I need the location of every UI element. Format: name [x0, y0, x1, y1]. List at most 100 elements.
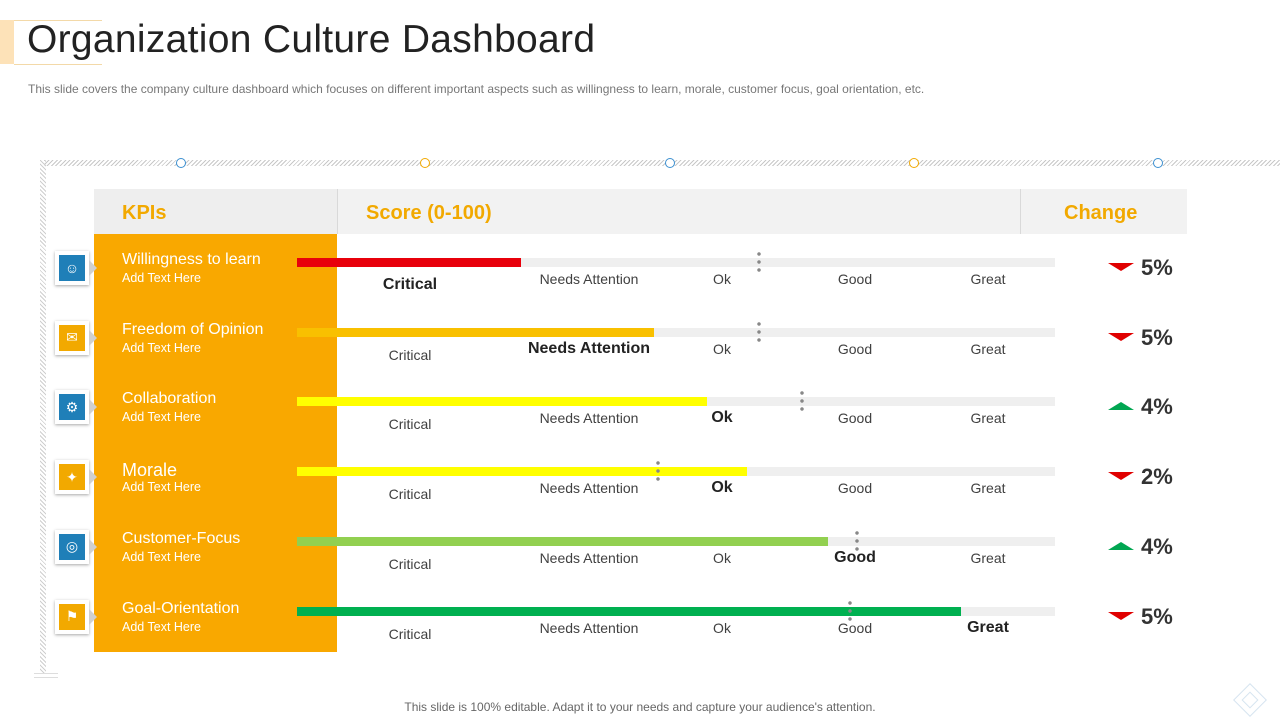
kpi-subtext: Add Text Here	[122, 549, 201, 564]
score-level-label: Ok	[713, 549, 731, 566]
score-header-cell	[338, 189, 1020, 234]
change-value: 5%	[1141, 324, 1173, 350]
score-level-label: Critical	[388, 555, 432, 572]
timeline-dot	[909, 158, 919, 168]
score-bar-fill	[297, 467, 748, 477]
icon-pointer	[89, 608, 97, 625]
kpi-name: Collaboration	[122, 390, 217, 408]
score-level-label: Good	[837, 340, 873, 357]
arrow-down-icon	[1108, 263, 1134, 271]
score-marker	[655, 459, 660, 484]
arrow-up-icon	[1108, 402, 1134, 411]
arrow-up-icon	[1108, 541, 1134, 550]
target-icon: ◎	[59, 533, 85, 560]
user-badge-icon: ☺	[59, 255, 85, 281]
title-accent-line	[14, 20, 102, 21]
kpi-subtext: Add Text Here	[122, 619, 201, 634]
arrow-down-icon	[1108, 611, 1134, 620]
score-marker	[757, 250, 762, 274]
arrow-down-icon	[1108, 472, 1134, 481]
score-marker	[799, 389, 804, 414]
title-accent-line	[14, 64, 102, 65]
score-level-label: Great	[970, 340, 1006, 357]
score-level-label: Great	[970, 271, 1006, 287]
score-level-label: Great	[967, 618, 1009, 636]
timeline-dot	[1153, 158, 1163, 168]
arrow-down-icon	[1108, 332, 1134, 341]
icon-pointer	[89, 329, 97, 346]
kpi-subtext: Add Text Here	[122, 271, 201, 285]
kpi-column	[94, 234, 337, 652]
kpi-icon-box: ◎	[55, 529, 89, 564]
score-marker	[757, 319, 762, 344]
header-divider	[337, 189, 338, 234]
score-bar-fill	[297, 327, 655, 337]
footer-note: This slide is 100% editable. Adapt it to…	[404, 700, 876, 714]
score-level-label: Good	[837, 410, 873, 427]
score-level-label: Needs Attention	[539, 480, 639, 497]
speech-board-icon: ✉	[59, 324, 85, 351]
score-bar-track	[297, 258, 1055, 267]
score-bar-fill	[297, 397, 708, 407]
score-level-label: Ok	[713, 619, 731, 636]
score-bar-fill	[297, 606, 961, 616]
score-level-label: Needs Attention	[539, 410, 639, 427]
change-value: 5%	[1141, 255, 1173, 280]
icon-pointer	[89, 538, 97, 555]
score-level-label: Great	[970, 410, 1006, 427]
score-column-header: Score (0-100)	[366, 202, 492, 224]
icon-pointer	[89, 399, 97, 416]
kpi-column-header: KPIs	[122, 202, 167, 224]
change-value: 5%	[1141, 603, 1173, 629]
score-level-label: Ok	[713, 340, 731, 357]
kpi-icon-box: ⚑	[55, 599, 89, 634]
score-level-label: Ok	[711, 479, 733, 497]
score-level-label: Good	[837, 619, 873, 636]
change-value: 4%	[1141, 533, 1173, 559]
score-level-label: Critical	[388, 416, 432, 433]
header-divider	[1020, 189, 1021, 234]
title-accent-bar	[0, 20, 14, 64]
kpi-icon-box: ✦	[55, 460, 89, 495]
kpi-name: Morale	[122, 460, 178, 481]
kpi-subtext: Add Text Here	[122, 480, 201, 495]
change-header-cell	[1021, 189, 1187, 234]
score-level-label: Great	[970, 549, 1006, 566]
score-level-label: Critical	[388, 346, 432, 363]
score-level-label: Good	[837, 480, 873, 497]
timeline-dot	[665, 158, 675, 168]
decorative-line-foot	[34, 673, 58, 678]
change-column-header: Change	[1064, 202, 1138, 224]
icon-pointer	[89, 469, 97, 486]
kpi-header-cell	[94, 189, 337, 234]
score-level-label: Critical	[382, 276, 438, 293]
score-bar-fill	[297, 258, 521, 267]
goal-stairs-icon: ⚑	[59, 603, 85, 630]
kpi-name: Willingness to learn	[122, 251, 261, 268]
kpi-icon-box: ☺	[55, 251, 89, 285]
decorative-timeline	[44, 160, 1280, 166]
decorative-vertical-line	[40, 160, 46, 674]
score-marker	[855, 528, 860, 553]
kpi-name: Customer-Focus	[122, 529, 241, 547]
change-value: 4%	[1141, 394, 1173, 420]
icon-pointer	[89, 260, 97, 276]
score-bar-fill	[297, 536, 828, 546]
kpi-subtext: Add Text Here	[122, 340, 201, 355]
timeline-dot	[420, 158, 430, 168]
score-level-label: Good	[834, 548, 876, 566]
handshake-icon: ✦	[59, 464, 85, 491]
score-level-label: Good	[837, 271, 873, 287]
score-level-label: Critical	[388, 625, 432, 642]
score-level-label: Critical	[388, 486, 432, 503]
score-level-label: Ok	[713, 271, 731, 287]
kpi-subtext: Add Text Here	[122, 410, 201, 425]
gear-people-icon: ⚙	[59, 394, 85, 421]
score-level-label: Needs Attention	[539, 549, 639, 566]
page-subtitle: This slide covers the company culture da…	[28, 82, 925, 96]
score-level-label: Needs Attention	[539, 271, 639, 287]
score-bar-track	[297, 327, 1055, 337]
timeline-dot	[176, 158, 186, 168]
kpi-name: Freedom of Opinion	[122, 320, 264, 338]
score-level-label: Needs Attention	[527, 339, 651, 357]
